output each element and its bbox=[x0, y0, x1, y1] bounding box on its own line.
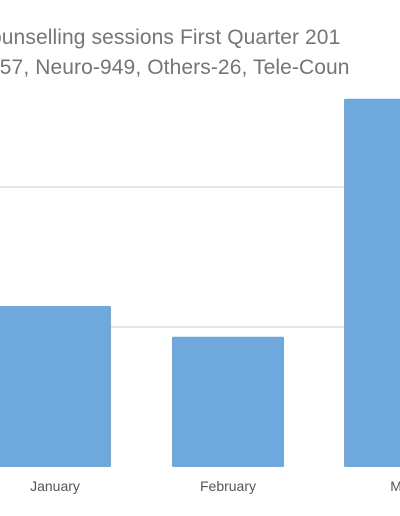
bar-ma bbox=[344, 98, 400, 467]
bar-february bbox=[172, 336, 284, 467]
chart-title-line-1: ounselling sessions First Quarter 201 bbox=[0, 26, 341, 49]
x-tick-label-january: January bbox=[30, 478, 80, 494]
x-tick-label-february: February bbox=[200, 478, 256, 494]
bar-january bbox=[0, 306, 111, 467]
x-tick-label-ma: Ma bbox=[390, 478, 400, 494]
chart-title-line-2: 357, Neuro-949, Others-26, Tele-Coun bbox=[0, 56, 350, 79]
